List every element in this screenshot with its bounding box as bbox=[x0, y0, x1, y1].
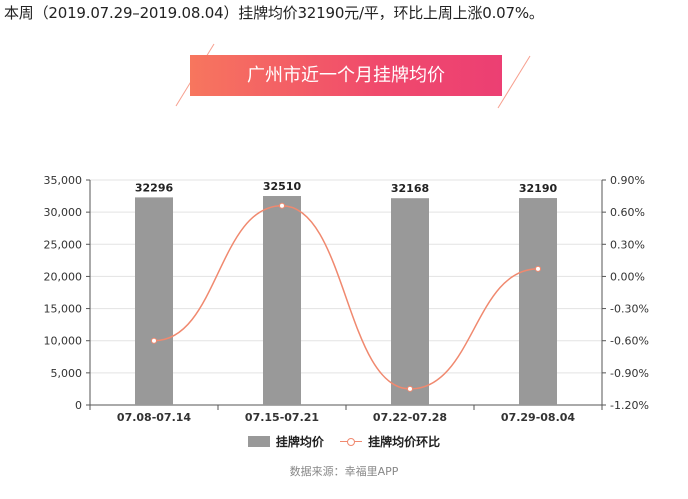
y-left-tick-label: 20,000 bbox=[44, 270, 83, 283]
line-series-path bbox=[153, 204, 539, 390]
legend-line-swatch bbox=[340, 436, 363, 447]
y-left-tick-label: 30,000 bbox=[44, 206, 83, 219]
labels: 32296 32510 32168 32190 bbox=[135, 180, 558, 195]
bar-data-label: 32168 bbox=[391, 182, 429, 195]
y-right-tick-label: 0.00% bbox=[610, 270, 645, 283]
y-left-tick-label: 15,000 bbox=[44, 303, 83, 316]
bar-data-label: 32296 bbox=[135, 181, 174, 194]
y-right-tick-label: -0.30% bbox=[610, 303, 649, 316]
y-right-tick-label: -1.20% bbox=[610, 399, 649, 412]
bar bbox=[519, 198, 557, 405]
bar bbox=[391, 198, 429, 405]
axes: 0 5,000 10,000 15,000 20,000 25,000 30,000 35,0… bbox=[44, 174, 649, 424]
chart: 0 5,000 10,000 15,000 20,000 25,000 30,000 35,0… bbox=[44, 174, 649, 424]
chart-title-banner: 广州市近一个月挂牌均价 bbox=[190, 55, 502, 96]
y-left-tick-label: 25,000 bbox=[44, 238, 83, 251]
line-point bbox=[535, 265, 541, 272]
x-tick-label: 07.15-07.21 bbox=[245, 411, 319, 424]
y-left-tick-label: 0 bbox=[75, 399, 82, 412]
bar-series bbox=[135, 196, 557, 405]
banner-decoration: 广州市近一个月挂牌均价 bbox=[0, 0, 688, 120]
y-left-tick-label: 10,000 bbox=[44, 335, 83, 348]
bar-data-label: 32510 bbox=[263, 180, 302, 193]
x-tick-label: 07.08-07.14 bbox=[117, 411, 191, 424]
line-point bbox=[279, 202, 285, 209]
y-left-tick-label: 35,000 bbox=[44, 174, 83, 187]
bar bbox=[135, 197, 173, 405]
x-tick-label: 07.29-08.04 bbox=[501, 411, 575, 424]
y-left-tick-label: 5,000 bbox=[51, 367, 83, 380]
y-right-tick-label: 0.30% bbox=[610, 238, 645, 251]
bar-data-label: 32190 bbox=[519, 182, 558, 195]
y-right-tick-label: -0.60% bbox=[610, 335, 649, 348]
legend-item-line[interactable]: 挂牌均价环比 bbox=[340, 433, 440, 450]
line-point bbox=[151, 337, 157, 344]
y-right-tick-label: -0.90% bbox=[610, 367, 649, 380]
x-tick-label: 07.22-07.28 bbox=[373, 411, 447, 424]
line-point bbox=[407, 385, 413, 392]
legend-item-bar[interactable]: 挂牌均价 bbox=[247, 433, 324, 450]
gridlines bbox=[90, 179, 602, 374]
bar bbox=[263, 196, 301, 405]
y-right-tick-label: 0.90% bbox=[610, 174, 645, 187]
line-series bbox=[151, 202, 541, 392]
legend-bar-label: 挂牌均价 bbox=[275, 435, 324, 449]
data-source: 数据来源：幸福里APP bbox=[289, 465, 399, 478]
legend-line-label: 挂牌均价环比 bbox=[368, 435, 441, 449]
legend: 挂牌均价 挂牌均价环比 bbox=[0, 433, 688, 450]
summary-text: 本周（2019.07.29–2019.08.04）挂牌均价32190元/平，环比… bbox=[4, 4, 544, 22]
y-right-tick-label: 0.60% bbox=[610, 206, 645, 219]
legend-bar-swatch bbox=[247, 436, 270, 447]
